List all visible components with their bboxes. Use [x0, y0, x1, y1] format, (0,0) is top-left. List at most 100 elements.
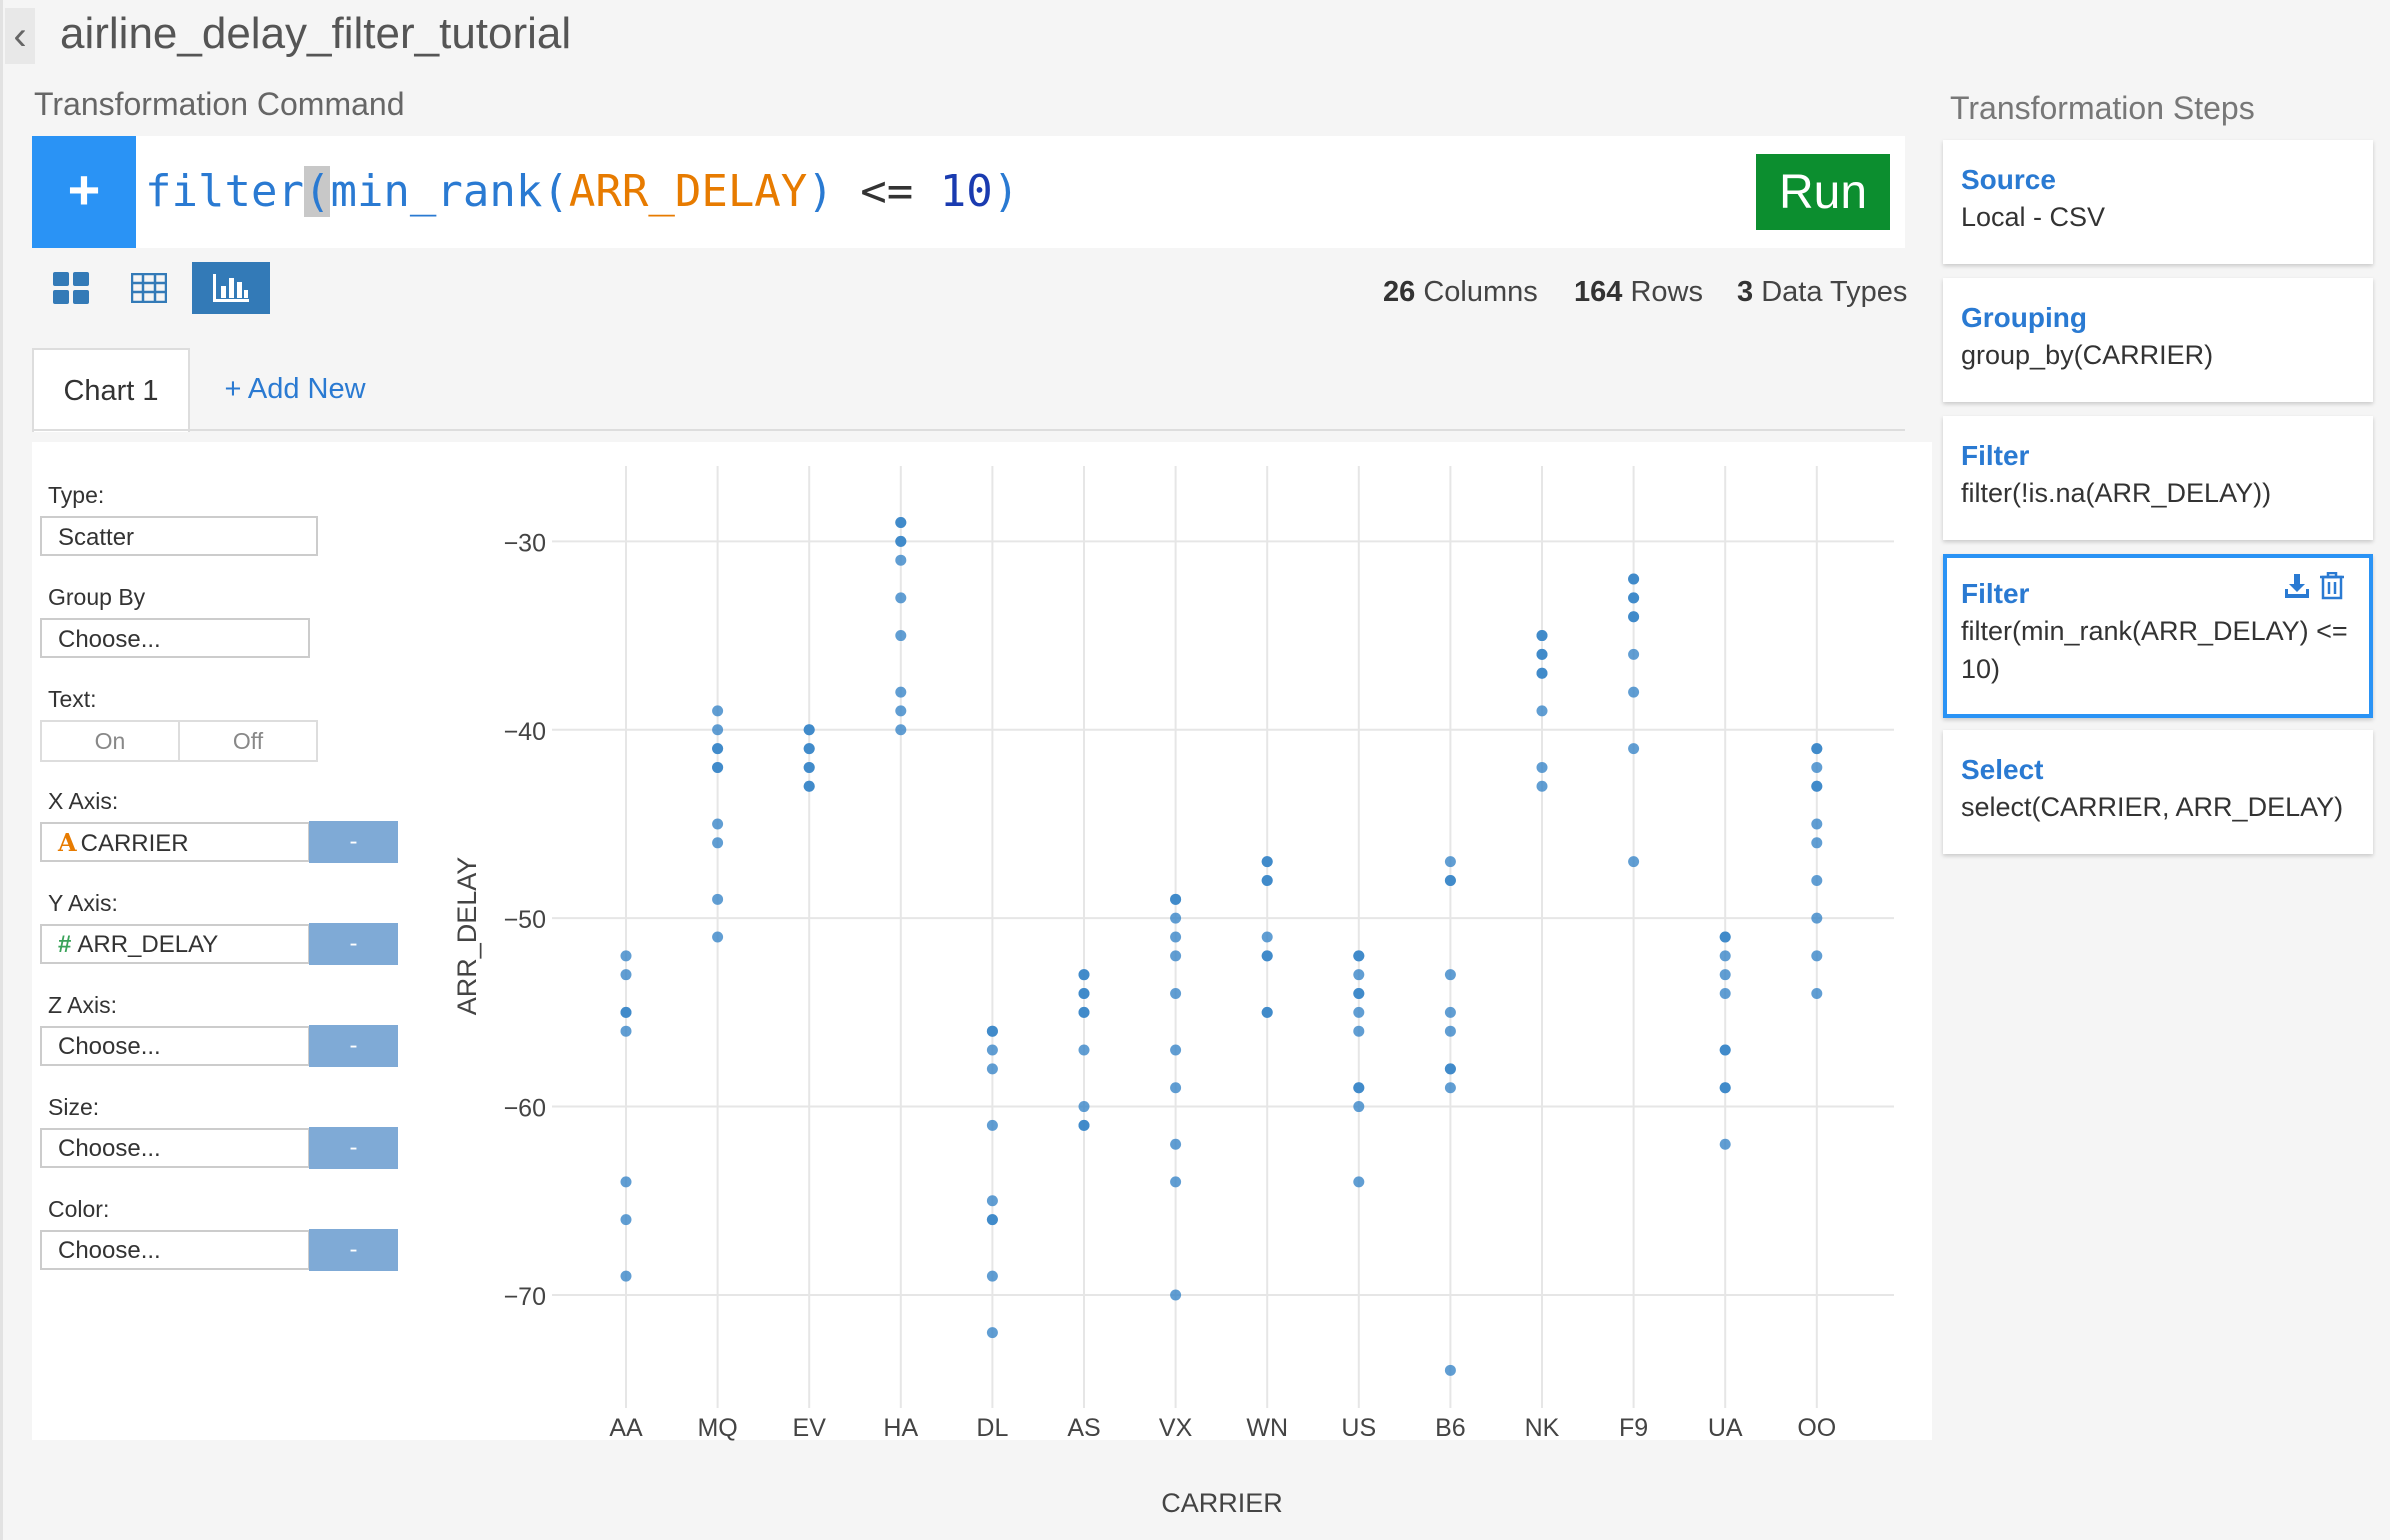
token-function: filter [145, 166, 304, 217]
data-point [1628, 611, 1640, 623]
x-tick-label: B6 [1435, 1414, 1466, 1442]
chart-view-icon[interactable] [192, 262, 270, 314]
data-point [1170, 1176, 1182, 1188]
data-point [1078, 1101, 1090, 1113]
type-select[interactable]: Scatter [40, 516, 318, 556]
data-point [1078, 1044, 1090, 1056]
steps-title: Transformation Steps [1950, 90, 2255, 126]
text-off-option[interactable]: Off [232, 728, 264, 754]
data-point [712, 818, 724, 830]
data-point [1536, 630, 1548, 642]
add-new-tab[interactable]: + Add New [224, 373, 366, 405]
data-point [1628, 648, 1640, 660]
data-point [1719, 950, 1731, 962]
group-by-select[interactable]: Choose... [40, 618, 310, 658]
y-tick-label: −30 [504, 529, 546, 557]
x-tick-label: MQ [697, 1414, 737, 1442]
z-axis-remove-button[interactable]: - [309, 1025, 398, 1067]
y-tick-label: −40 [504, 718, 546, 746]
color-label: Color: [48, 1196, 110, 1222]
data-point [712, 931, 724, 943]
tab-chart-1[interactable]: Chart 1 [32, 348, 190, 432]
data-point [1170, 931, 1182, 943]
data-point [1170, 1289, 1182, 1301]
data-point [803, 761, 815, 773]
data-point [1628, 743, 1640, 755]
x-tick-label: AS [1067, 1414, 1100, 1442]
data-point [895, 554, 907, 566]
data-point [1353, 1176, 1365, 1188]
x-tick-label: NK [1525, 1414, 1560, 1442]
download-icon[interactable] [2283, 572, 2311, 605]
data-point [712, 761, 724, 773]
data-point [1170, 893, 1182, 905]
x-axis-title: CARRIER [1161, 1488, 1283, 1518]
text-toggle[interactable]: On Off [40, 720, 318, 762]
data-point [986, 1063, 998, 1075]
trash-icon[interactable] [2319, 571, 2345, 605]
left-edge [0, 0, 3, 1540]
x-tick-label: EV [793, 1414, 827, 1442]
data-point [986, 1214, 998, 1226]
data-point [895, 535, 907, 547]
tab-divider [32, 429, 1905, 431]
y-tick-label: −70 [504, 1283, 546, 1311]
x-tick-label: US [1341, 1414, 1376, 1442]
plus-icon[interactable]: + [32, 136, 136, 248]
data-point [1261, 856, 1273, 868]
data-point [1811, 988, 1823, 1000]
data-point [1719, 931, 1731, 943]
step-filter-na[interactable]: Filter filter(!is.na(ARR_DELAY)) [1943, 416, 2373, 540]
x-tick-label: HA [883, 1414, 918, 1442]
y-axis-remove-button[interactable]: - [309, 923, 398, 965]
data-point [895, 724, 907, 736]
data-point [1811, 950, 1823, 962]
color-field[interactable]: Choose... [40, 1230, 310, 1270]
data-point [1536, 761, 1548, 773]
data-point [712, 893, 724, 905]
z-axis-field[interactable]: Choose... [40, 1026, 310, 1066]
data-point [1719, 1044, 1731, 1056]
token-paren: ( [303, 166, 331, 217]
table-view-icon[interactable] [110, 262, 188, 314]
token-number: 10 [939, 166, 993, 217]
grid-view-icon[interactable] [32, 262, 110, 314]
command-input[interactable]: filter(min_rank(ARR_DELAY) <= 10) [145, 156, 1019, 228]
command-bar[interactable] [32, 136, 1905, 248]
data-point [1811, 837, 1823, 849]
data-point [1353, 1025, 1365, 1037]
data-point [1444, 1364, 1456, 1376]
data-point [1444, 1025, 1456, 1037]
x-axis-remove-button[interactable]: - [309, 821, 398, 863]
data-point [1078, 969, 1090, 981]
chevron-left-icon[interactable]: ‹ [5, 8, 35, 64]
data-point [1811, 912, 1823, 924]
size-remove-button[interactable]: - [309, 1127, 398, 1169]
data-point [1628, 856, 1640, 868]
step-grouping[interactable]: Grouping group_by(CARRIER) [1943, 278, 2373, 402]
size-field[interactable]: Choose... [40, 1128, 310, 1168]
step-source[interactable]: Source Local - CSV [1943, 140, 2373, 264]
data-point [986, 1044, 998, 1056]
x-axis-field[interactable]: A CARRIER [40, 822, 310, 862]
y-axis-field[interactable]: # ARR_DELAY [40, 924, 310, 964]
data-point [1811, 743, 1823, 755]
data-point [895, 517, 907, 529]
step-select[interactable]: Select select(CARRIER, ARR_DELAY) [1943, 730, 2373, 854]
y-tick-label: −50 [504, 906, 546, 934]
run-button[interactable]: Run [1756, 154, 1890, 230]
data-point [620, 1006, 632, 1018]
data-point [1811, 818, 1823, 830]
text-on-option[interactable]: On [42, 722, 180, 760]
types-stat: 3 Data Types [1737, 276, 1908, 308]
color-remove-button[interactable]: - [309, 1229, 398, 1271]
token-column: ARR_DELAY [568, 166, 808, 217]
y-axis-title: ARR_DELAY [452, 857, 482, 1016]
data-point [895, 686, 907, 698]
data-point [1353, 950, 1365, 962]
step-filter-rank[interactable]: Filter filter(min_rank(ARR_DELAY) <= 10) [1943, 554, 2373, 718]
data-point [1353, 1101, 1365, 1113]
data-point [895, 630, 907, 642]
data-point [1261, 1006, 1273, 1018]
data-point [986, 1195, 998, 1207]
